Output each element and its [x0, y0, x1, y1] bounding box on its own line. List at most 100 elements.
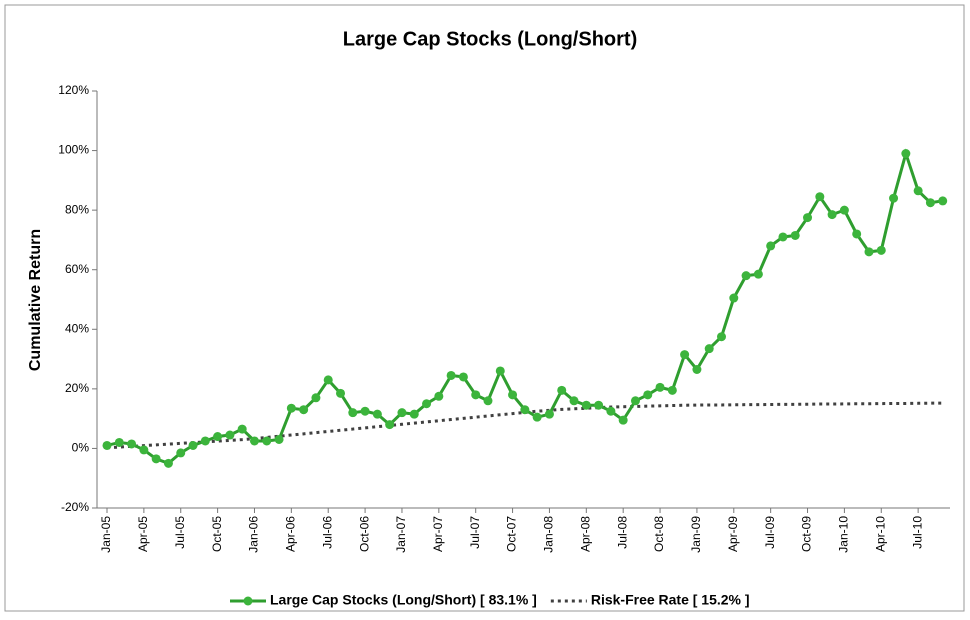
- data-point: [188, 440, 198, 450]
- y-tick-label: 60%: [65, 262, 89, 276]
- data-point: [827, 210, 837, 220]
- data-point: [606, 406, 616, 416]
- data-point: [176, 448, 186, 458]
- data-point: [864, 247, 874, 257]
- data-point: [200, 436, 210, 446]
- data-point: [717, 332, 726, 342]
- data-point: [913, 186, 923, 196]
- data-point: [643, 390, 653, 400]
- data-point: [237, 424, 247, 434]
- data-point: [790, 230, 800, 240]
- data-point: [262, 436, 272, 446]
- data-point: [508, 390, 518, 400]
- data-point: [458, 372, 468, 382]
- y-tick-label: 100%: [58, 143, 89, 157]
- data-point: [938, 196, 948, 206]
- x-tick-label: Apr-10: [873, 516, 887, 552]
- data-point: [901, 149, 911, 159]
- data-point: [151, 454, 161, 464]
- x-tick-label: Jul-08: [615, 516, 629, 549]
- data-point: [102, 440, 112, 450]
- data-point: [299, 405, 309, 415]
- x-tick-label: Oct-09: [800, 516, 814, 552]
- data-point: [434, 391, 444, 401]
- x-tick-label: Jan-06: [247, 516, 261, 553]
- data-point: [409, 409, 419, 419]
- data-point: [692, 364, 702, 374]
- legend-label: Risk-Free Rate [ 15.2% ]: [591, 592, 750, 608]
- legend-marker: [243, 596, 253, 606]
- data-point: [778, 232, 788, 242]
- data-point: [385, 420, 395, 430]
- data-point: [704, 344, 714, 354]
- y-tick-label: 120%: [58, 83, 89, 97]
- data-point: [139, 445, 149, 455]
- x-tick-label: Apr-07: [431, 516, 445, 552]
- data-point: [630, 396, 640, 406]
- data-point: [618, 415, 628, 425]
- data-point: [680, 350, 690, 360]
- data-point: [803, 213, 813, 223]
- legend-label: Large Cap Stocks (Long/Short) [ 83.1% ]: [270, 592, 537, 608]
- data-point: [839, 205, 849, 215]
- x-tick-label: Oct-06: [357, 516, 371, 552]
- y-axis-title: Cumulative Return: [27, 229, 44, 371]
- x-tick-label: Jul-09: [763, 516, 777, 549]
- data-point: [557, 385, 567, 395]
- x-tick-label: Jan-08: [542, 516, 556, 553]
- data-point: [323, 375, 333, 385]
- data-point: [753, 269, 763, 279]
- x-tick-label: Oct-07: [505, 516, 519, 552]
- x-tick-label: Oct-05: [210, 516, 224, 552]
- data-point: [163, 458, 173, 468]
- data-point: [336, 388, 346, 398]
- x-tick-label: Jul-05: [173, 516, 187, 549]
- y-tick-label: 0%: [72, 441, 90, 455]
- data-point: [594, 400, 604, 410]
- data-point: [729, 293, 739, 303]
- chart-title: Large Cap Stocks (Long/Short): [343, 28, 637, 50]
- x-tick-label: Jan-09: [689, 516, 703, 553]
- data-point: [655, 382, 665, 392]
- data-point: [581, 400, 591, 410]
- data-point: [815, 192, 825, 202]
- data-point: [925, 198, 935, 208]
- data-point: [876, 245, 886, 255]
- x-tick-label: Jul-06: [320, 516, 334, 549]
- data-point: [274, 434, 284, 444]
- data-point: [286, 403, 296, 413]
- data-point: [397, 408, 407, 418]
- y-tick-label: -20%: [61, 500, 89, 514]
- data-point: [446, 370, 456, 380]
- data-point: [348, 408, 358, 418]
- data-point: [422, 399, 432, 409]
- data-point: [311, 393, 321, 403]
- data-point: [213, 432, 223, 442]
- y-tick-label: 20%: [65, 381, 89, 395]
- data-point: [741, 271, 751, 281]
- data-point: [483, 396, 493, 406]
- x-tick-label: Jul-07: [468, 516, 482, 549]
- x-tick-label: Apr-06: [284, 516, 298, 552]
- data-point: [127, 439, 137, 449]
- y-tick-label: 80%: [65, 202, 89, 216]
- data-point: [667, 385, 677, 395]
- x-tick-label: Jan-05: [99, 516, 113, 553]
- x-tick-label: Apr-08: [578, 516, 592, 552]
- data-point: [889, 193, 899, 203]
- x-tick-label: Jan-07: [394, 516, 408, 553]
- data-point: [225, 430, 235, 440]
- data-point: [766, 241, 776, 251]
- x-tick-label: Jul-10: [910, 516, 924, 549]
- data-point: [471, 390, 481, 400]
- data-point: [360, 406, 370, 416]
- chart-frame: [4, 4, 965, 612]
- data-point: [852, 229, 862, 239]
- data-point: [249, 436, 259, 446]
- data-point: [520, 405, 530, 415]
- data-point: [495, 366, 505, 376]
- x-tick-label: Oct-08: [652, 516, 666, 552]
- data-point: [569, 396, 579, 406]
- x-tick-label: Apr-05: [136, 516, 150, 552]
